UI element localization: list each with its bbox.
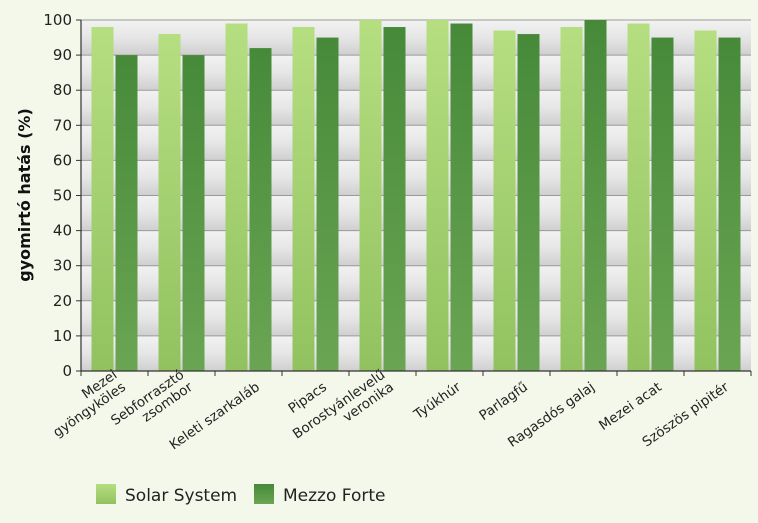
y-tick-label: 90 xyxy=(53,46,72,64)
bars xyxy=(91,20,741,372)
y-tick-label: 10 xyxy=(53,327,72,345)
x-tick-text: Parlagfű xyxy=(476,379,530,424)
x-tick-labels: MezeigyöngykölesSebforrasztózsomborKelet… xyxy=(42,367,732,455)
y-tick-label: 80 xyxy=(53,81,72,99)
grid-band xyxy=(81,195,751,231)
legend: Solar System Mezzo Forte xyxy=(96,484,385,506)
grid-band xyxy=(81,265,751,301)
bar-solar-system-0 xyxy=(91,27,114,372)
grid-band xyxy=(81,230,751,266)
grid-band xyxy=(81,160,751,196)
x-tick-text: Tyúkhúr xyxy=(410,379,464,423)
y-tick-label: 20 xyxy=(53,292,72,310)
bar-mezzo-forte-2 xyxy=(249,48,272,372)
bar-mezzo-forte-8 xyxy=(651,37,674,372)
legend-label: Solar System xyxy=(125,486,237,506)
y-tick-label: 50 xyxy=(53,187,72,205)
x-tick-line: Parlagfű xyxy=(476,379,530,424)
bar-mezzo-forte-5 xyxy=(450,23,473,371)
y-tick-label: 60 xyxy=(53,151,72,169)
y-tick-label: 30 xyxy=(53,257,72,275)
bar-mezzo-forte-6 xyxy=(517,34,540,371)
grid-band xyxy=(81,335,751,371)
bar-solar-system-6 xyxy=(493,30,516,372)
grid-band xyxy=(81,90,751,126)
axes xyxy=(76,19,752,376)
bar-solar-system-1 xyxy=(158,34,181,371)
y-tick-labels: 0 10 20 30 40 50 60 70 80 90 100 xyxy=(43,11,72,380)
bar-solar-system-9 xyxy=(694,30,717,372)
bar-solar-system-4 xyxy=(359,20,382,371)
bar-solar-system-3 xyxy=(292,27,315,372)
y-axis-title: gyomirtó hatás (%) xyxy=(15,108,34,282)
grid-band xyxy=(81,300,751,336)
bar-solar-system-2 xyxy=(225,23,248,371)
bar-mezzo-forte-7 xyxy=(584,20,607,371)
bar-solar-system-5 xyxy=(426,20,449,371)
bar-mezzo-forte-1 xyxy=(182,55,205,371)
y-tick-label: 0 xyxy=(62,362,72,380)
bar-mezzo-forte-4 xyxy=(383,27,406,372)
bar-solar-system-7 xyxy=(560,27,583,372)
x-tick-label: Borostyánlevelűveronika xyxy=(290,367,397,455)
grid-band xyxy=(81,55,751,91)
x-tick-label: Mezeigyöngyköles xyxy=(42,367,129,441)
legend-swatch xyxy=(254,484,274,504)
bar-mezzo-forte-9 xyxy=(718,37,741,372)
x-tick-label: Parlagfű xyxy=(476,379,530,424)
bar-solar-system-8 xyxy=(627,23,650,371)
x-tick-text: Mezeigyöngyköles xyxy=(42,367,129,441)
grid-band xyxy=(81,20,751,56)
legend-label: Mezzo Forte xyxy=(283,486,385,506)
y-tick-label: 70 xyxy=(53,116,72,134)
y-tick-label: 100 xyxy=(43,11,72,29)
x-tick-label: Tyúkhúr xyxy=(410,379,464,423)
bar-mezzo-forte-3 xyxy=(316,37,339,372)
grid-band xyxy=(81,125,751,161)
y-tick-label: 40 xyxy=(53,222,72,240)
x-tick-text: Borostyánlevelűveronika xyxy=(290,367,397,455)
bar-mezzo-forte-0 xyxy=(115,55,138,371)
legend-swatch xyxy=(96,484,116,504)
x-tick-line: Tyúkhúr xyxy=(410,379,464,423)
